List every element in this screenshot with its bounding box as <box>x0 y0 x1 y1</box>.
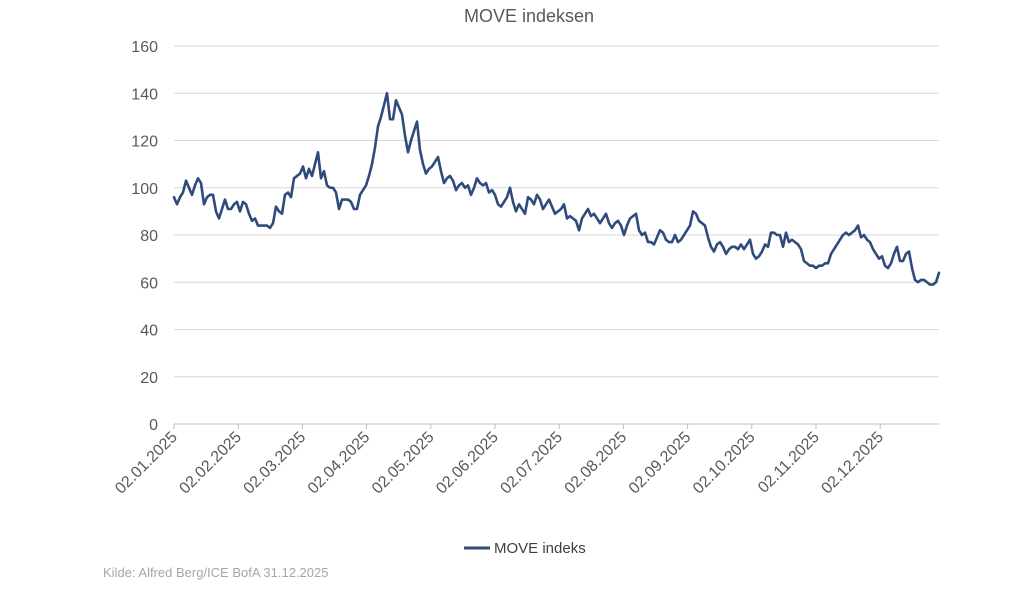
x-tick-label: 02.10.2025 <box>690 429 759 498</box>
x-tick-label: 02.11.2025 <box>755 429 823 497</box>
legend: MOVE indeks <box>464 540 586 557</box>
x-tick-label: 02.06.2025 <box>433 429 502 498</box>
x-tick-label: 02.04.2025 <box>305 429 374 498</box>
x-tick-label: 02.08.2025 <box>562 429 631 498</box>
series-group <box>172 91 941 286</box>
y-tick-label: 80 <box>140 228 158 245</box>
x-axis-ticks: 02.01.202502.02.202502.03.202502.04.2025… <box>112 424 887 497</box>
x-tick-label: 02.09.2025 <box>626 429 695 498</box>
gridlines <box>174 45 939 425</box>
y-tick-label: 20 <box>140 370 158 387</box>
legend-label: MOVE indeks <box>494 540 586 557</box>
x-tick-label: 02.03.2025 <box>241 429 310 498</box>
y-tick-label: 160 <box>131 39 158 56</box>
y-axis-ticks: 0 20 40 60 80 100 120 140 160 <box>131 39 158 434</box>
x-tick-label: 02.02.2025 <box>176 429 245 498</box>
y-tick-label: 100 <box>131 181 158 198</box>
x-tick-label: 02.12.2025 <box>818 429 887 498</box>
series-line-move-indeks <box>172 91 941 286</box>
chart-title: MOVE indeksen <box>464 6 594 26</box>
y-tick-label: 60 <box>140 275 158 292</box>
source-note: Kilde: Alfred Berg/ICE BofA 31.12.2025 <box>103 565 328 580</box>
x-tick-label: 02.05.2025 <box>369 429 438 498</box>
y-tick-label: 120 <box>131 134 158 151</box>
y-tick-label: 140 <box>131 86 158 103</box>
y-tick-label: 0 <box>149 417 158 434</box>
y-tick-label: 40 <box>140 323 158 340</box>
x-tick-label: 02.01.2025 <box>112 429 181 498</box>
x-tick-label: 02.07.2025 <box>497 429 566 498</box>
